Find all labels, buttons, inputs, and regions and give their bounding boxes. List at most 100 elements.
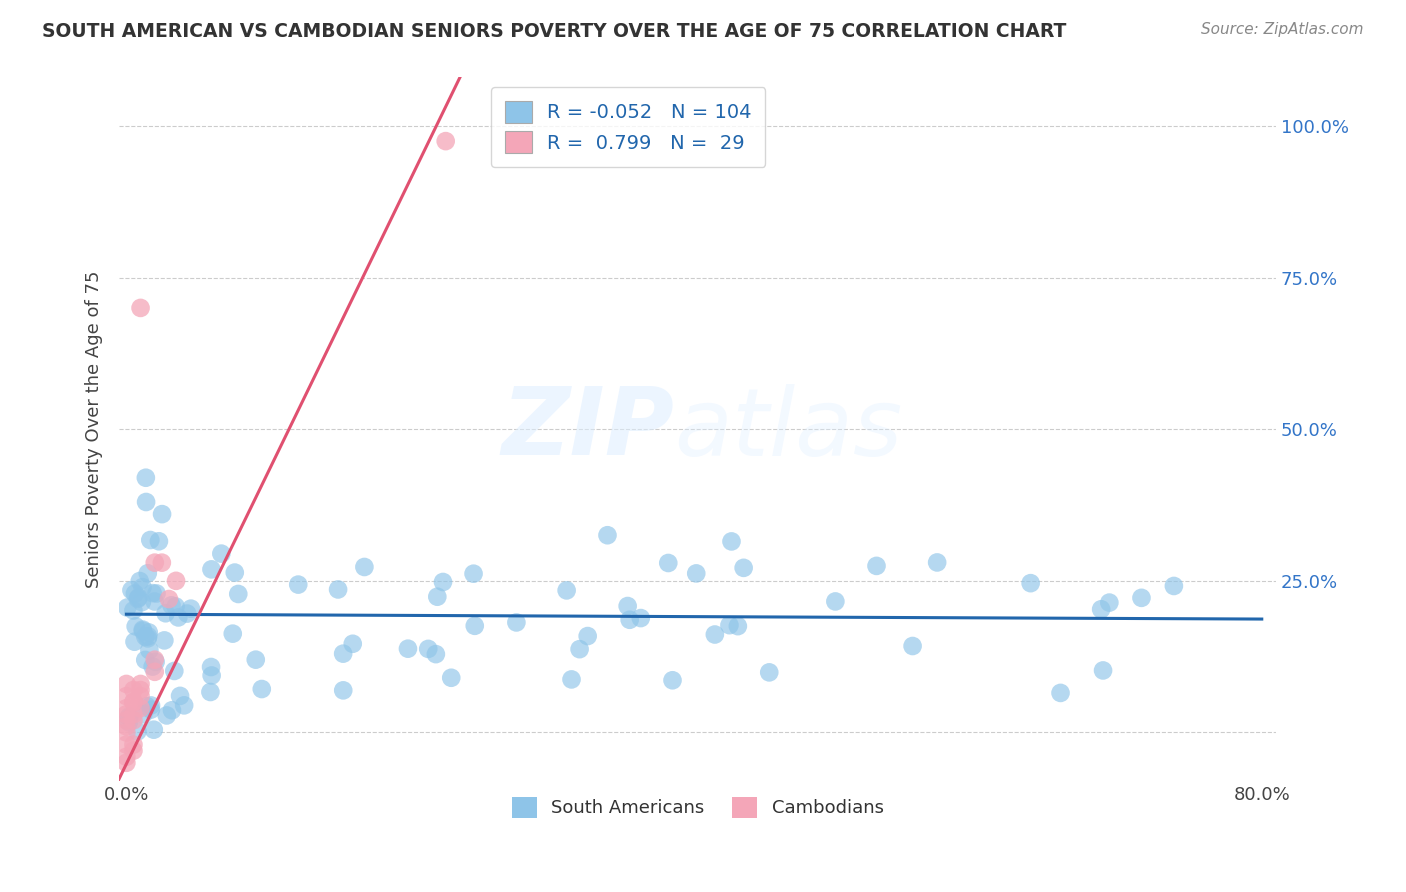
Point — [124, 619, 146, 633]
Point — [115, 749, 138, 764]
Point — [122, 695, 145, 709]
Point — [127, 591, 149, 606]
Point — [115, 738, 138, 752]
Point — [200, 685, 222, 699]
Point — [432, 574, 454, 589]
Point — [124, 586, 146, 600]
Point — [1049, 686, 1071, 700]
Point — [332, 683, 354, 698]
Point — [576, 629, 599, 643]
Point — [155, 607, 177, 621]
Point — [342, 637, 364, 651]
Point — [134, 630, 156, 644]
Point — [129, 683, 152, 698]
Point — [720, 534, 742, 549]
Point — [727, 619, 749, 633]
Point — [150, 556, 173, 570]
Point — [145, 655, 167, 669]
Point — [434, 134, 457, 148]
Point — [657, 556, 679, 570]
Point — [128, 574, 150, 588]
Point — [145, 586, 167, 600]
Text: SOUTH AMERICAN VS CAMBODIAN SENIORS POVERTY OVER THE AGE OF 75 CORRELATION CHART: SOUTH AMERICAN VS CAMBODIAN SENIORS POVE… — [42, 22, 1067, 41]
Point — [115, 701, 138, 715]
Point — [132, 623, 155, 637]
Point — [224, 566, 246, 580]
Point — [176, 607, 198, 621]
Point — [1090, 602, 1112, 616]
Point — [440, 671, 463, 685]
Point — [165, 574, 187, 588]
Point — [122, 603, 145, 617]
Point — [1019, 576, 1042, 591]
Point — [132, 624, 155, 638]
Text: ZIP: ZIP — [502, 384, 675, 475]
Point — [129, 301, 152, 315]
Point — [226, 587, 249, 601]
Point — [118, 715, 141, 730]
Point — [118, 709, 141, 723]
Point — [122, 744, 145, 758]
Point — [201, 668, 224, 682]
Point — [138, 625, 160, 640]
Point — [758, 665, 780, 680]
Point — [122, 695, 145, 709]
Point — [332, 647, 354, 661]
Point — [139, 533, 162, 547]
Point — [463, 566, 485, 581]
Point — [143, 556, 166, 570]
Point — [153, 633, 176, 648]
Point — [131, 580, 153, 594]
Point — [135, 471, 157, 485]
Point — [425, 647, 447, 661]
Point — [865, 558, 887, 573]
Point — [163, 664, 186, 678]
Point — [136, 629, 159, 643]
Point — [115, 689, 138, 703]
Point — [143, 594, 166, 608]
Point — [117, 600, 139, 615]
Point — [118, 710, 141, 724]
Point — [824, 594, 846, 608]
Point — [718, 618, 741, 632]
Point — [135, 699, 157, 714]
Point — [138, 643, 160, 657]
Point — [115, 707, 138, 722]
Point — [1098, 596, 1121, 610]
Point — [122, 738, 145, 752]
Point — [200, 660, 222, 674]
Point — [129, 689, 152, 703]
Point — [616, 599, 638, 613]
Point — [122, 707, 145, 722]
Point — [136, 566, 159, 581]
Point — [250, 681, 273, 696]
Point — [127, 724, 149, 739]
Point — [180, 601, 202, 615]
Point — [139, 703, 162, 717]
Point — [135, 495, 157, 509]
Point — [703, 627, 725, 641]
Point — [120, 583, 142, 598]
Point — [132, 707, 155, 722]
Point — [150, 507, 173, 521]
Point — [148, 534, 170, 549]
Point — [129, 701, 152, 715]
Point — [169, 689, 191, 703]
Point — [568, 642, 591, 657]
Point — [134, 653, 156, 667]
Y-axis label: Seniors Poverty Over the Age of 75: Seniors Poverty Over the Age of 75 — [86, 270, 103, 588]
Point — [115, 714, 138, 728]
Point — [167, 610, 190, 624]
Point — [160, 703, 183, 717]
Legend: South Americans, Cambodians: South Americans, Cambodians — [505, 789, 891, 825]
Point — [661, 673, 683, 688]
Text: Source: ZipAtlas.com: Source: ZipAtlas.com — [1201, 22, 1364, 37]
Point — [287, 577, 309, 591]
Point — [209, 547, 232, 561]
Point — [1163, 579, 1185, 593]
Point — [555, 583, 578, 598]
Point — [131, 595, 153, 609]
Point — [136, 632, 159, 646]
Point — [122, 714, 145, 728]
Point — [1092, 664, 1115, 678]
